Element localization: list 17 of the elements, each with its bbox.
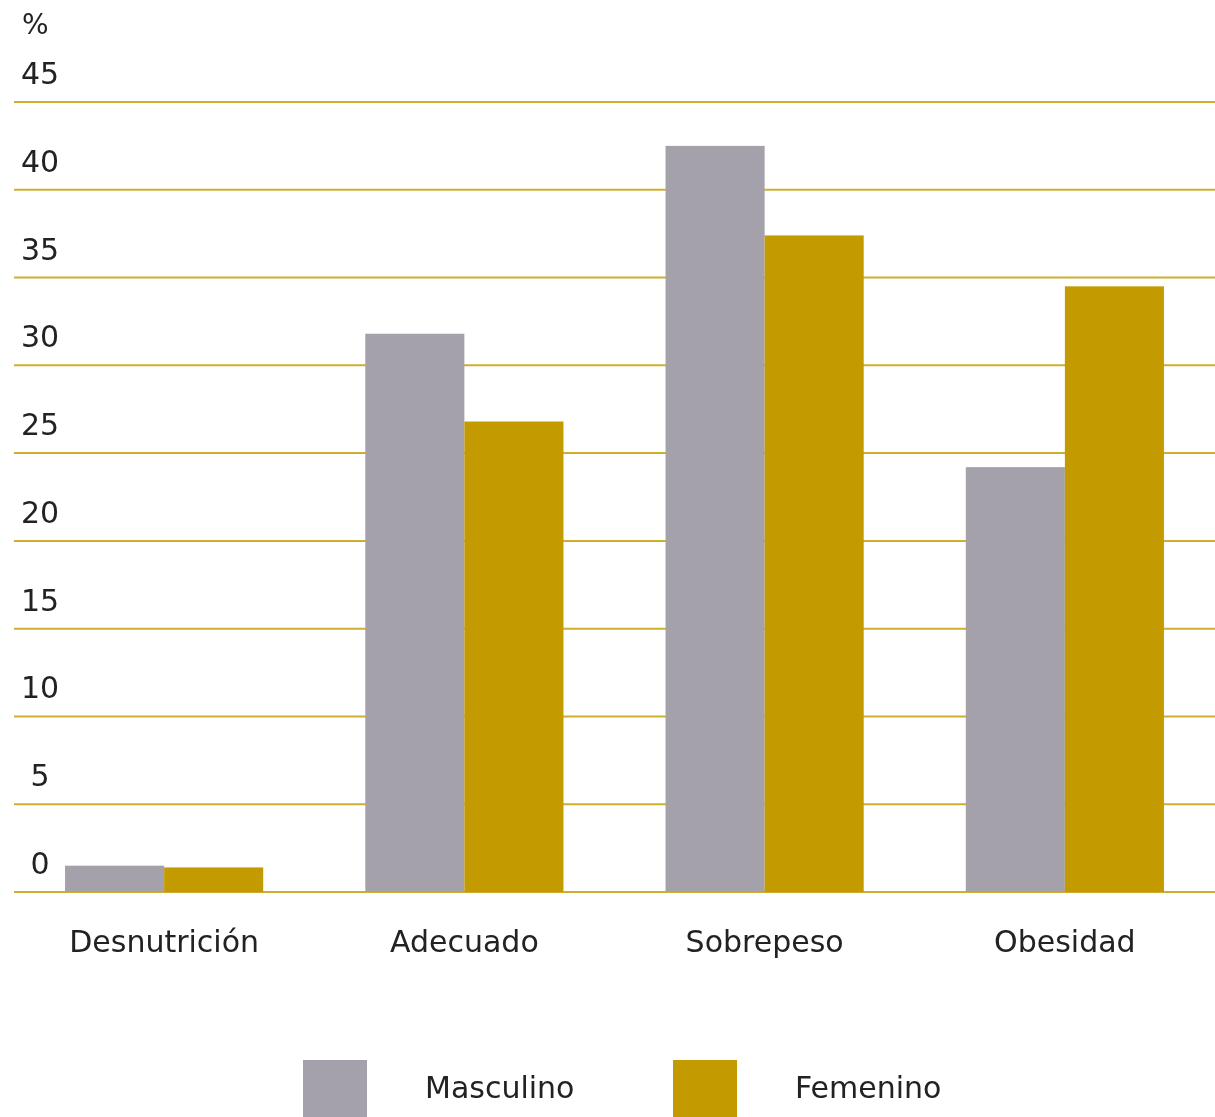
y-tick-label: 25 <box>20 407 60 443</box>
x-tick-label: Adecuado <box>389 924 539 959</box>
legend-label: Femenino <box>795 1070 942 1105</box>
y-tick-label: 45 <box>20 56 60 91</box>
legend-label: Masculino <box>425 1070 575 1105</box>
x-tick-label: Desnutrición <box>69 924 260 959</box>
y-tick-label: 30 <box>20 319 60 355</box>
y-tick-label: 5 <box>30 758 50 794</box>
y-tick-label: 10 <box>20 670 60 706</box>
y-axis-title: % <box>22 8 49 41</box>
y-tick-label: 15 <box>20 582 60 618</box>
x-tick-label: Obesidad <box>994 924 1136 959</box>
y-tick-label: 40 <box>20 143 60 179</box>
y-tick-label: 35 <box>20 231 60 267</box>
x-tick-label: Sobrepeso <box>685 924 844 959</box>
y-tick-label: 0 <box>30 846 50 881</box>
y-tick-label: 20 <box>20 494 60 530</box>
